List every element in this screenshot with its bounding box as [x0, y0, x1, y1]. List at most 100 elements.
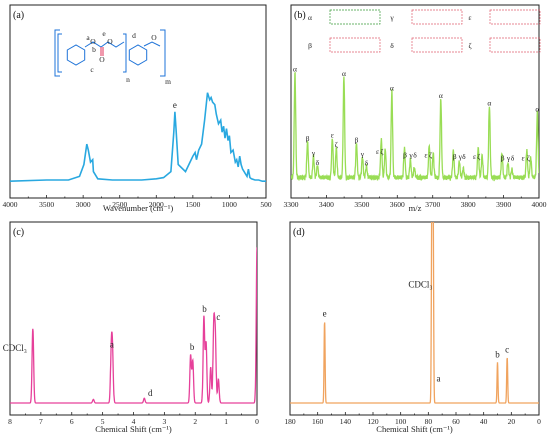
peak-label: d [148, 388, 153, 398]
x-tick-label: 2000 [149, 200, 164, 209]
peak-label: α [439, 91, 443, 100]
bracket-m [54, 29, 166, 77]
peak-label: ζ [527, 154, 530, 163]
x-tick-label: 3800 [461, 200, 476, 209]
x-tick-label: 100 [395, 417, 407, 426]
x-tick-label: 3700 [425, 200, 440, 209]
peak-label: β [501, 154, 505, 163]
x-tick-label: 180 [284, 417, 296, 426]
peak-label: ε [376, 147, 379, 156]
structure-label: e [102, 29, 106, 38]
peak-label: ζ [380, 147, 383, 156]
x-tick-label: 40 [480, 417, 488, 426]
series-line [10, 92, 266, 183]
peak-label: γ [311, 148, 316, 157]
x-tick-label: 500 [260, 200, 272, 209]
legend-structure-icon [489, 9, 541, 25]
structure-atom: O [151, 33, 157, 42]
cyclohexane-ring [66, 44, 86, 66]
panel-label: (c) [13, 227, 24, 238]
peak-label: ε [473, 152, 476, 161]
x-tick-label: 60 [452, 417, 460, 426]
peak-label: δ [316, 158, 320, 167]
peak-label: b [202, 304, 207, 314]
peak-label: ε [522, 154, 525, 163]
x-tick-label: 1500 [185, 200, 200, 209]
peak-label: α [293, 65, 297, 74]
legend-structure-icon [411, 37, 463, 53]
panel-b: 3300 3400 3500 3600 3700 3800 3900 4000m/z(b)αβ… [284, 4, 547, 213]
peak-label: β [403, 150, 407, 159]
x-tick-label: 0 [537, 417, 541, 426]
peak-label: β [355, 136, 359, 145]
panel-label: (b) [294, 10, 306, 21]
x-tick-label: 140 [340, 417, 352, 426]
peak-label: c [216, 312, 220, 322]
x-tick-label: 6 [70, 417, 74, 426]
legend-structure-icon [329, 9, 381, 25]
x-tick-label: 1 [224, 417, 228, 426]
x-tick-label: 4000 [3, 200, 18, 209]
x-axis-label: m/z [409, 203, 422, 213]
panel-label: (d) [293, 227, 305, 238]
peak-label: c [505, 345, 509, 355]
legend-label: γ [389, 13, 394, 22]
peak-label: γ [506, 154, 511, 163]
series-line [290, 222, 539, 404]
x-tick-label: 3 [163, 417, 167, 426]
x-axis-label: Wavenumber (cm⁻¹) [103, 203, 173, 213]
x-tick-label: 2500 [112, 200, 127, 209]
x-tick-label: 1000 [222, 200, 237, 209]
x-tick-label: 0 [255, 417, 259, 426]
x-tick-label: 120 [367, 417, 379, 426]
legend-label: δ [390, 41, 394, 50]
peak-label: a [436, 373, 440, 383]
legend-structure-icon [329, 37, 381, 53]
x-axis-label: Chemical Shift (cm⁻¹) [95, 424, 172, 434]
structure-atom: O [90, 37, 96, 46]
panel-d: 180 160 140 120 100 80 60 40 20 0 Chemical Shift (… [284, 221, 541, 434]
peak-label: δ [413, 150, 417, 159]
structure-label: n [126, 75, 130, 84]
peak-label: ζ [429, 150, 432, 159]
peak-label: α [535, 105, 539, 114]
peak-label: ζ [477, 152, 480, 161]
peak-label: δ [365, 159, 369, 168]
x-tick-label: 4 [132, 417, 136, 426]
x-tick-label: 8 [8, 417, 12, 426]
chain-bonds [84, 41, 161, 48]
series-line [291, 71, 539, 182]
series-line [10, 247, 257, 404]
structure-label: d [132, 31, 136, 40]
panel-c: 8 7 6 5 4 3 2 1 0 Chemical Shift (cm⁻¹) (c) CDCl₃ a d… [3, 221, 259, 434]
structure-diagram [54, 29, 166, 77]
peak-label: δ [511, 154, 515, 163]
x-axis-label: Chemical Shift (cm⁻¹) [376, 424, 453, 434]
plot-frame [289, 221, 540, 416]
legend-structure-icon [489, 37, 541, 53]
x-tick-label: 3500 [39, 200, 54, 209]
peak-label: a [110, 340, 114, 350]
x-tick-label: 160 [312, 417, 324, 426]
x-tick-label: 3400 [319, 200, 334, 209]
x-tick-label: 5 [101, 417, 105, 426]
peak-label: β [453, 152, 457, 161]
peak-label: b [495, 349, 500, 359]
x-tick-label: 3300 [284, 200, 299, 209]
structure-label: a [86, 33, 90, 42]
x-tick-label: 3600 [390, 200, 405, 209]
structure-atom: O [99, 55, 105, 64]
peak-label: γ [360, 149, 365, 158]
peak-label: α [487, 98, 491, 107]
peak-label: ε [424, 150, 427, 159]
x-tick-label: 7 [39, 417, 43, 426]
panel-label: (a) [13, 10, 24, 21]
structure-label: c [90, 65, 94, 74]
peak-label: β [306, 134, 310, 143]
x-tick-label: 3500 [354, 200, 369, 209]
legend-label: ε [468, 13, 471, 22]
legend-label: ζ [468, 41, 471, 50]
peak-label: γ [408, 150, 413, 159]
legend: α γ ε β δ ζ [308, 9, 541, 53]
